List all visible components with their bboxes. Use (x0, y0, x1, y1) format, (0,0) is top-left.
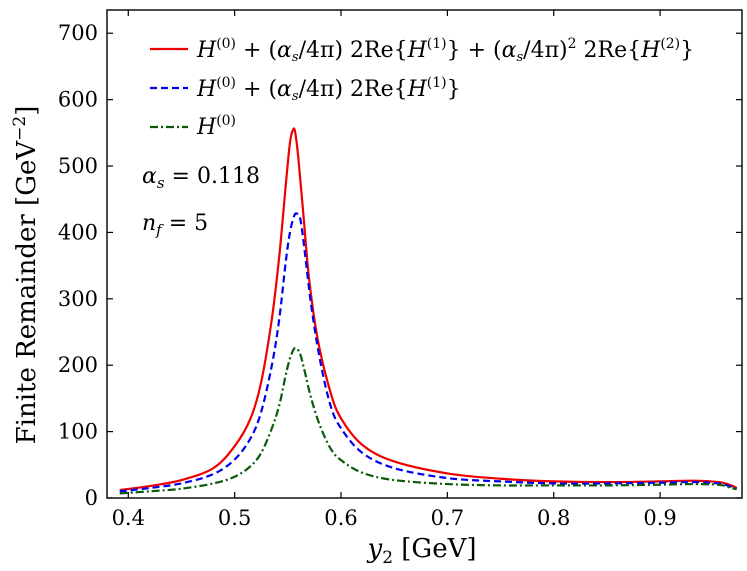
y-tick-label: 0 (85, 486, 98, 510)
y-tick-label: 600 (58, 88, 98, 112)
series-line-nlo (119, 212, 738, 493)
axis-ticks: 0.4 0.5 0.6 0.7 0.8 0.9 0 100 200 300 400 500 600 700 (58, 10, 742, 530)
x-tick-label: 0.4 (112, 506, 145, 530)
y-tick-label: 700 (58, 21, 98, 45)
x-axis-title: y2 [GeV] (366, 534, 476, 568)
legend-label-nnlo: H(0) + (αs/4π) 2Re{H(1)} + (αs/4π)2 2Re{… (196, 36, 694, 65)
y-tick-label: 100 (58, 420, 98, 444)
series-lines (119, 127, 738, 495)
y-tick-label: 400 (58, 220, 98, 244)
series-line-lo (119, 346, 737, 495)
y-tick-label: 500 (58, 154, 98, 178)
x-tick-label: 0.9 (643, 506, 676, 530)
x-tick-label: 0.7 (431, 506, 464, 530)
y-tick-label: 200 (58, 353, 98, 377)
annotation-alpha-s: αs = 0.118 (142, 164, 260, 192)
x-tick-label: 0.6 (324, 506, 357, 530)
plot-frame (106, 9, 743, 499)
x-tick-label: 0.8 (537, 506, 570, 530)
legend-label-nlo: H(0) + (αs/4π) 2Re{H(1)} (196, 75, 461, 104)
legend: H(0) + (αs/4π) 2Re{H(1)} + (αs/4π)2 2Re{… (150, 36, 694, 140)
x-tick-label: 0.5 (218, 506, 251, 530)
legend-label-lo: H(0) (196, 113, 236, 140)
y-tick-label: 300 (58, 287, 98, 311)
series-line-nnlo (119, 127, 738, 492)
y-axis-title: Finite Remainder [GeV−2] (10, 106, 42, 445)
annotation-nf: nf = 5 (142, 211, 208, 239)
